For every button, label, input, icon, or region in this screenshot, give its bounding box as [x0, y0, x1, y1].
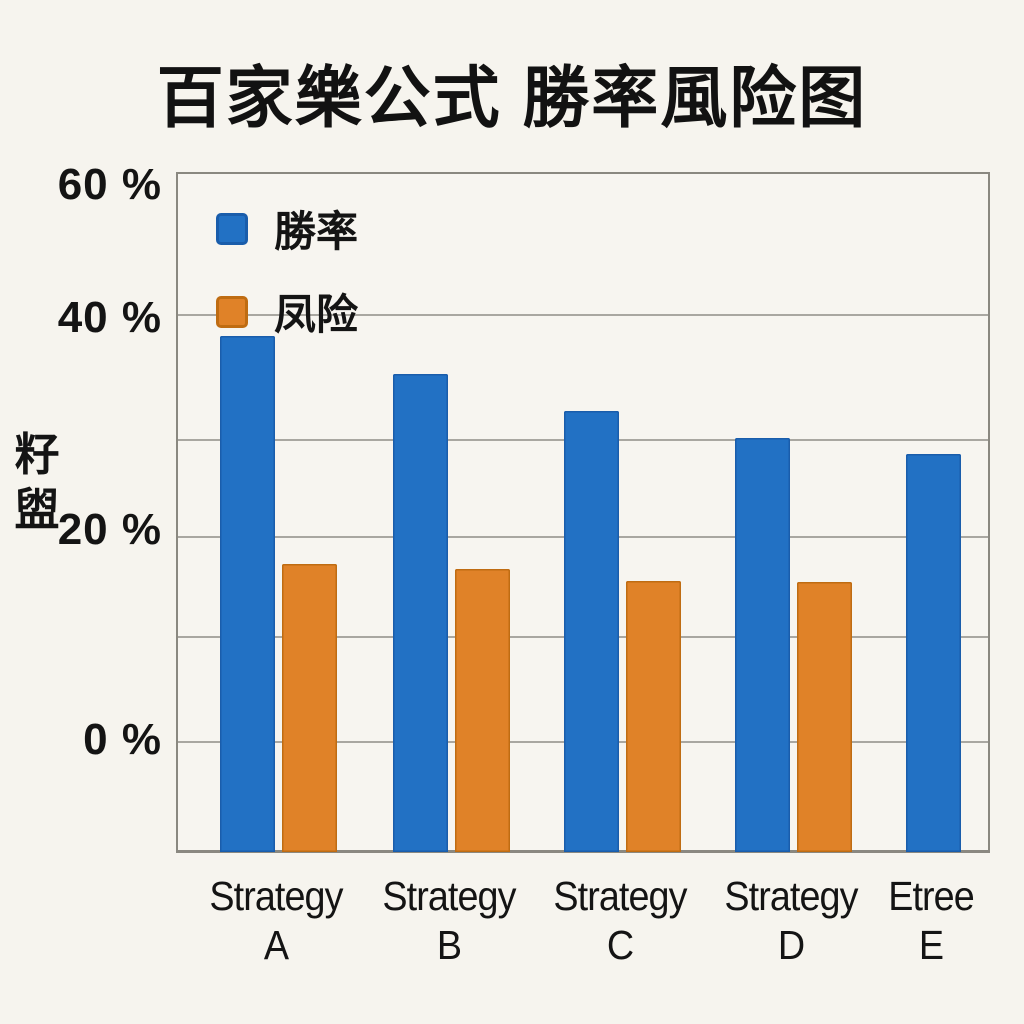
x-tick-label-a: Strategy A: [209, 873, 343, 969]
y-axis-label: 籽 盥: [12, 428, 62, 538]
y-tick-label-60: 60 %: [57, 160, 162, 209]
legend-swatch-win: [216, 212, 248, 245]
bar-risk-c: [625, 580, 681, 852]
bar-win-b: [392, 373, 448, 852]
plot-area: [176, 172, 990, 853]
legend-label-win: 勝率: [274, 208, 359, 255]
bar-win-e: [905, 453, 961, 852]
y-axis-label-char-1: 籽: [14, 429, 60, 480]
legend: 勝率 凤险: [216, 198, 358, 364]
y-tick-label-0: 0 %: [83, 715, 162, 764]
x-tick-label-e: Etree E: [888, 873, 974, 969]
bar-win-c: [563, 411, 619, 852]
y-axis-label-char-2: 盥: [14, 483, 60, 535]
bar-win-a: [219, 336, 275, 852]
x-tick-label-b: Strategy B: [382, 873, 516, 969]
y-tick-label-40: 40 %: [57, 293, 162, 342]
y-tick-label-20: 20 %: [57, 505, 162, 554]
bar-risk-d: [796, 581, 852, 852]
legend-label-risk: 凤险: [274, 291, 359, 338]
legend-item-win: 勝率: [216, 198, 358, 259]
x-tick-label-d: Strategy D: [724, 873, 858, 969]
legend-item-risk: 凤险: [216, 281, 358, 342]
bar-risk-b: [454, 569, 510, 852]
bar-win-d: [734, 437, 790, 852]
bar-risk-a: [281, 563, 337, 852]
chart-title: 百家樂公式 勝率風险图: [156, 61, 868, 136]
legend-swatch-risk: [216, 295, 248, 328]
x-tick-label-c: Strategy C: [553, 873, 687, 969]
gridline: [178, 314, 988, 316]
